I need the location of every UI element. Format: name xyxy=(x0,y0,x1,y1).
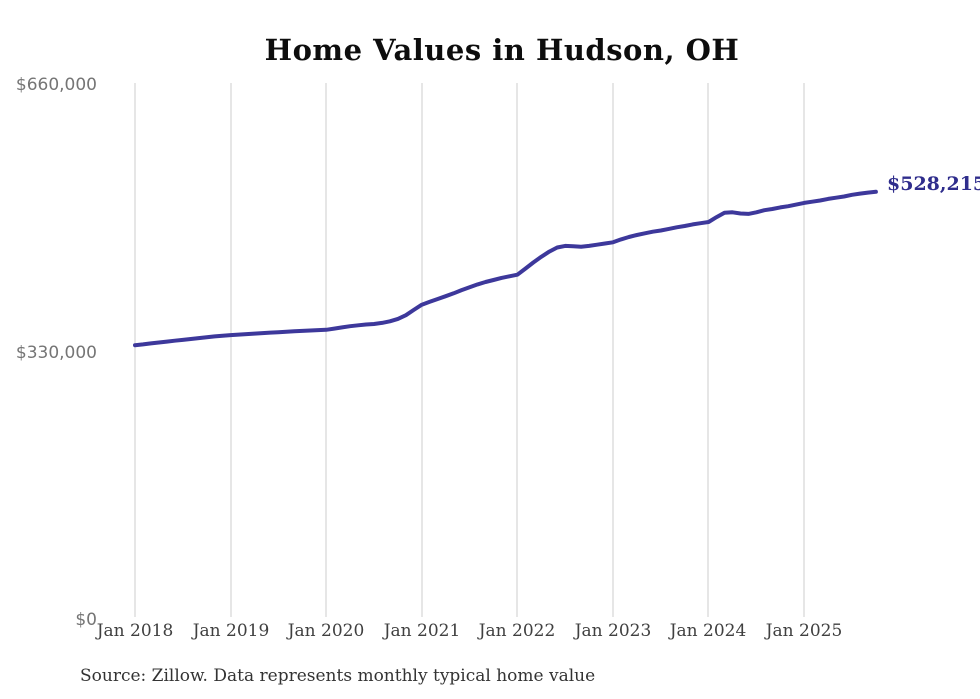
x-axis-tick-label: Jan 2018 xyxy=(96,621,174,641)
y-axis-tick-label: $330,000 xyxy=(15,343,97,363)
y-axis-tick-label: $660,000 xyxy=(15,75,97,95)
x-axis-tick-label: Jan 2020 xyxy=(287,621,365,641)
x-axis-tick-label: Jan 2023 xyxy=(574,621,652,641)
home-value-series-line xyxy=(133,189,878,348)
x-axis-tick-label: Jan 2021 xyxy=(383,621,461,641)
x-axis-tick-label: Jan 2022 xyxy=(478,621,556,641)
year-gridlines xyxy=(134,83,805,617)
x-axis-tick-label: Jan 2019 xyxy=(192,621,270,641)
latest-value-label: $528,215 xyxy=(887,173,980,195)
chart-title: Home Values in Hudson, OH xyxy=(264,33,740,67)
source-note: Source: Zillow. Data represents monthly … xyxy=(80,666,596,686)
x-axis-tick-label: Jan 2025 xyxy=(765,621,843,641)
y-axis-tick-label: $0 xyxy=(75,610,97,630)
x-axis-tick-label: Jan 2024 xyxy=(669,621,747,641)
